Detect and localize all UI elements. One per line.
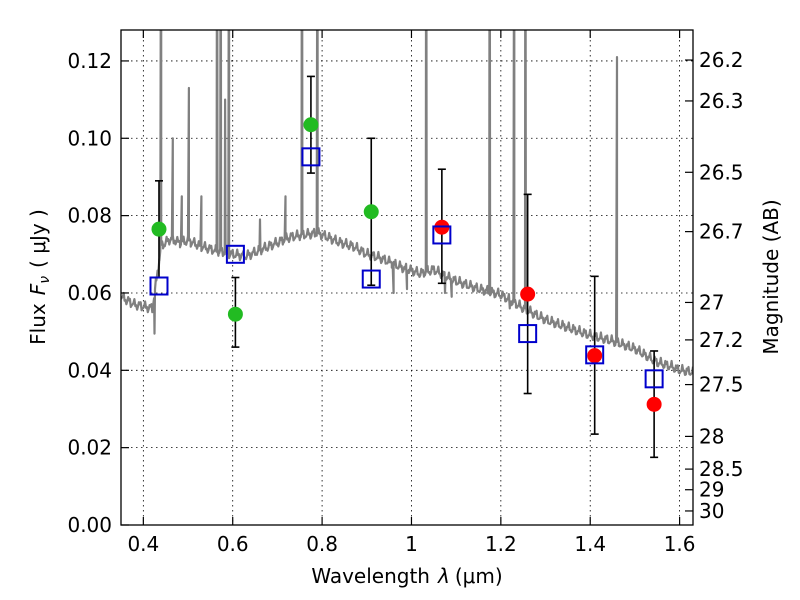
model-flux-square	[585, 345, 605, 365]
magnitude-tick-label: 27	[699, 290, 724, 314]
x-tick-label: 0.6	[217, 532, 249, 556]
model-flux-square	[361, 269, 381, 289]
x-tick-label: 1	[405, 532, 418, 556]
model-spectrum	[121, 30, 693, 376]
magnitude-tick-label: 26.7	[699, 220, 744, 244]
x-axis-label: Wavelength λ (μm)	[311, 564, 502, 588]
magnitude-tick-label: 26.5	[699, 160, 744, 184]
y-axis-ticks: 0.00 0.02 0.04 0.06 0.08 0.10 0.12	[67, 49, 129, 537]
model-flux-square	[432, 225, 452, 245]
x-tick-label: 1.4	[574, 532, 606, 556]
model-flux-square	[225, 244, 245, 264]
observed-flux-point-red	[587, 348, 603, 364]
magnitude-tick-label: 28	[699, 424, 724, 448]
y-tick-label: 0.02	[67, 436, 112, 460]
observed-flux-point-green	[151, 221, 167, 237]
x-tick-label: 1.2	[485, 532, 517, 556]
model-flux-square	[644, 369, 664, 389]
x-tick-label: 0.4	[127, 532, 159, 556]
y-axis-label: FluxFν( μJy )	[26, 209, 53, 345]
magnitude-axis-label: Magnitude (AB)	[759, 199, 783, 354]
y-tick-label: 0.00	[67, 513, 112, 537]
y-tick-label: 0.06	[67, 281, 112, 305]
observed-flux-point-red	[520, 286, 536, 302]
model-flux-square	[518, 324, 538, 344]
magnitude-tick-label: 26.2	[699, 48, 744, 72]
magnitude-tick-label: 26.3	[699, 89, 744, 113]
observed-flux-point-red	[646, 396, 662, 412]
y-tick-label: 0.12	[67, 49, 112, 73]
model-flux-square	[301, 147, 321, 167]
model-flux-square	[149, 276, 169, 296]
magnitude-tick-label: 30	[699, 499, 724, 523]
observed-flux-point-green	[303, 117, 319, 133]
y-tick-label: 0.04	[67, 358, 112, 382]
data-markers	[149, 117, 664, 412]
magnitude-tick-label: 27.5	[699, 373, 744, 397]
x-axis-ticks: 0.4 0.6 0.8 1 1.2 1.4 1.6	[127, 30, 696, 556]
y-tick-label: 0.08	[67, 204, 112, 228]
plot-frame	[120, 29, 694, 526]
magnitude-tick-label: 28.5	[699, 457, 744, 481]
magnitude-tick-label: 27.2	[699, 328, 744, 352]
magnitude-tick-label: 29	[699, 478, 724, 502]
observed-flux-point-green	[363, 204, 379, 220]
y-tick-label: 0.10	[67, 126, 112, 150]
model-spectrum-line	[121, 30, 693, 376]
x-tick-label: 1.6	[664, 532, 696, 556]
observed-flux-point-green	[227, 306, 243, 322]
x-tick-label: 0.8	[306, 532, 338, 556]
